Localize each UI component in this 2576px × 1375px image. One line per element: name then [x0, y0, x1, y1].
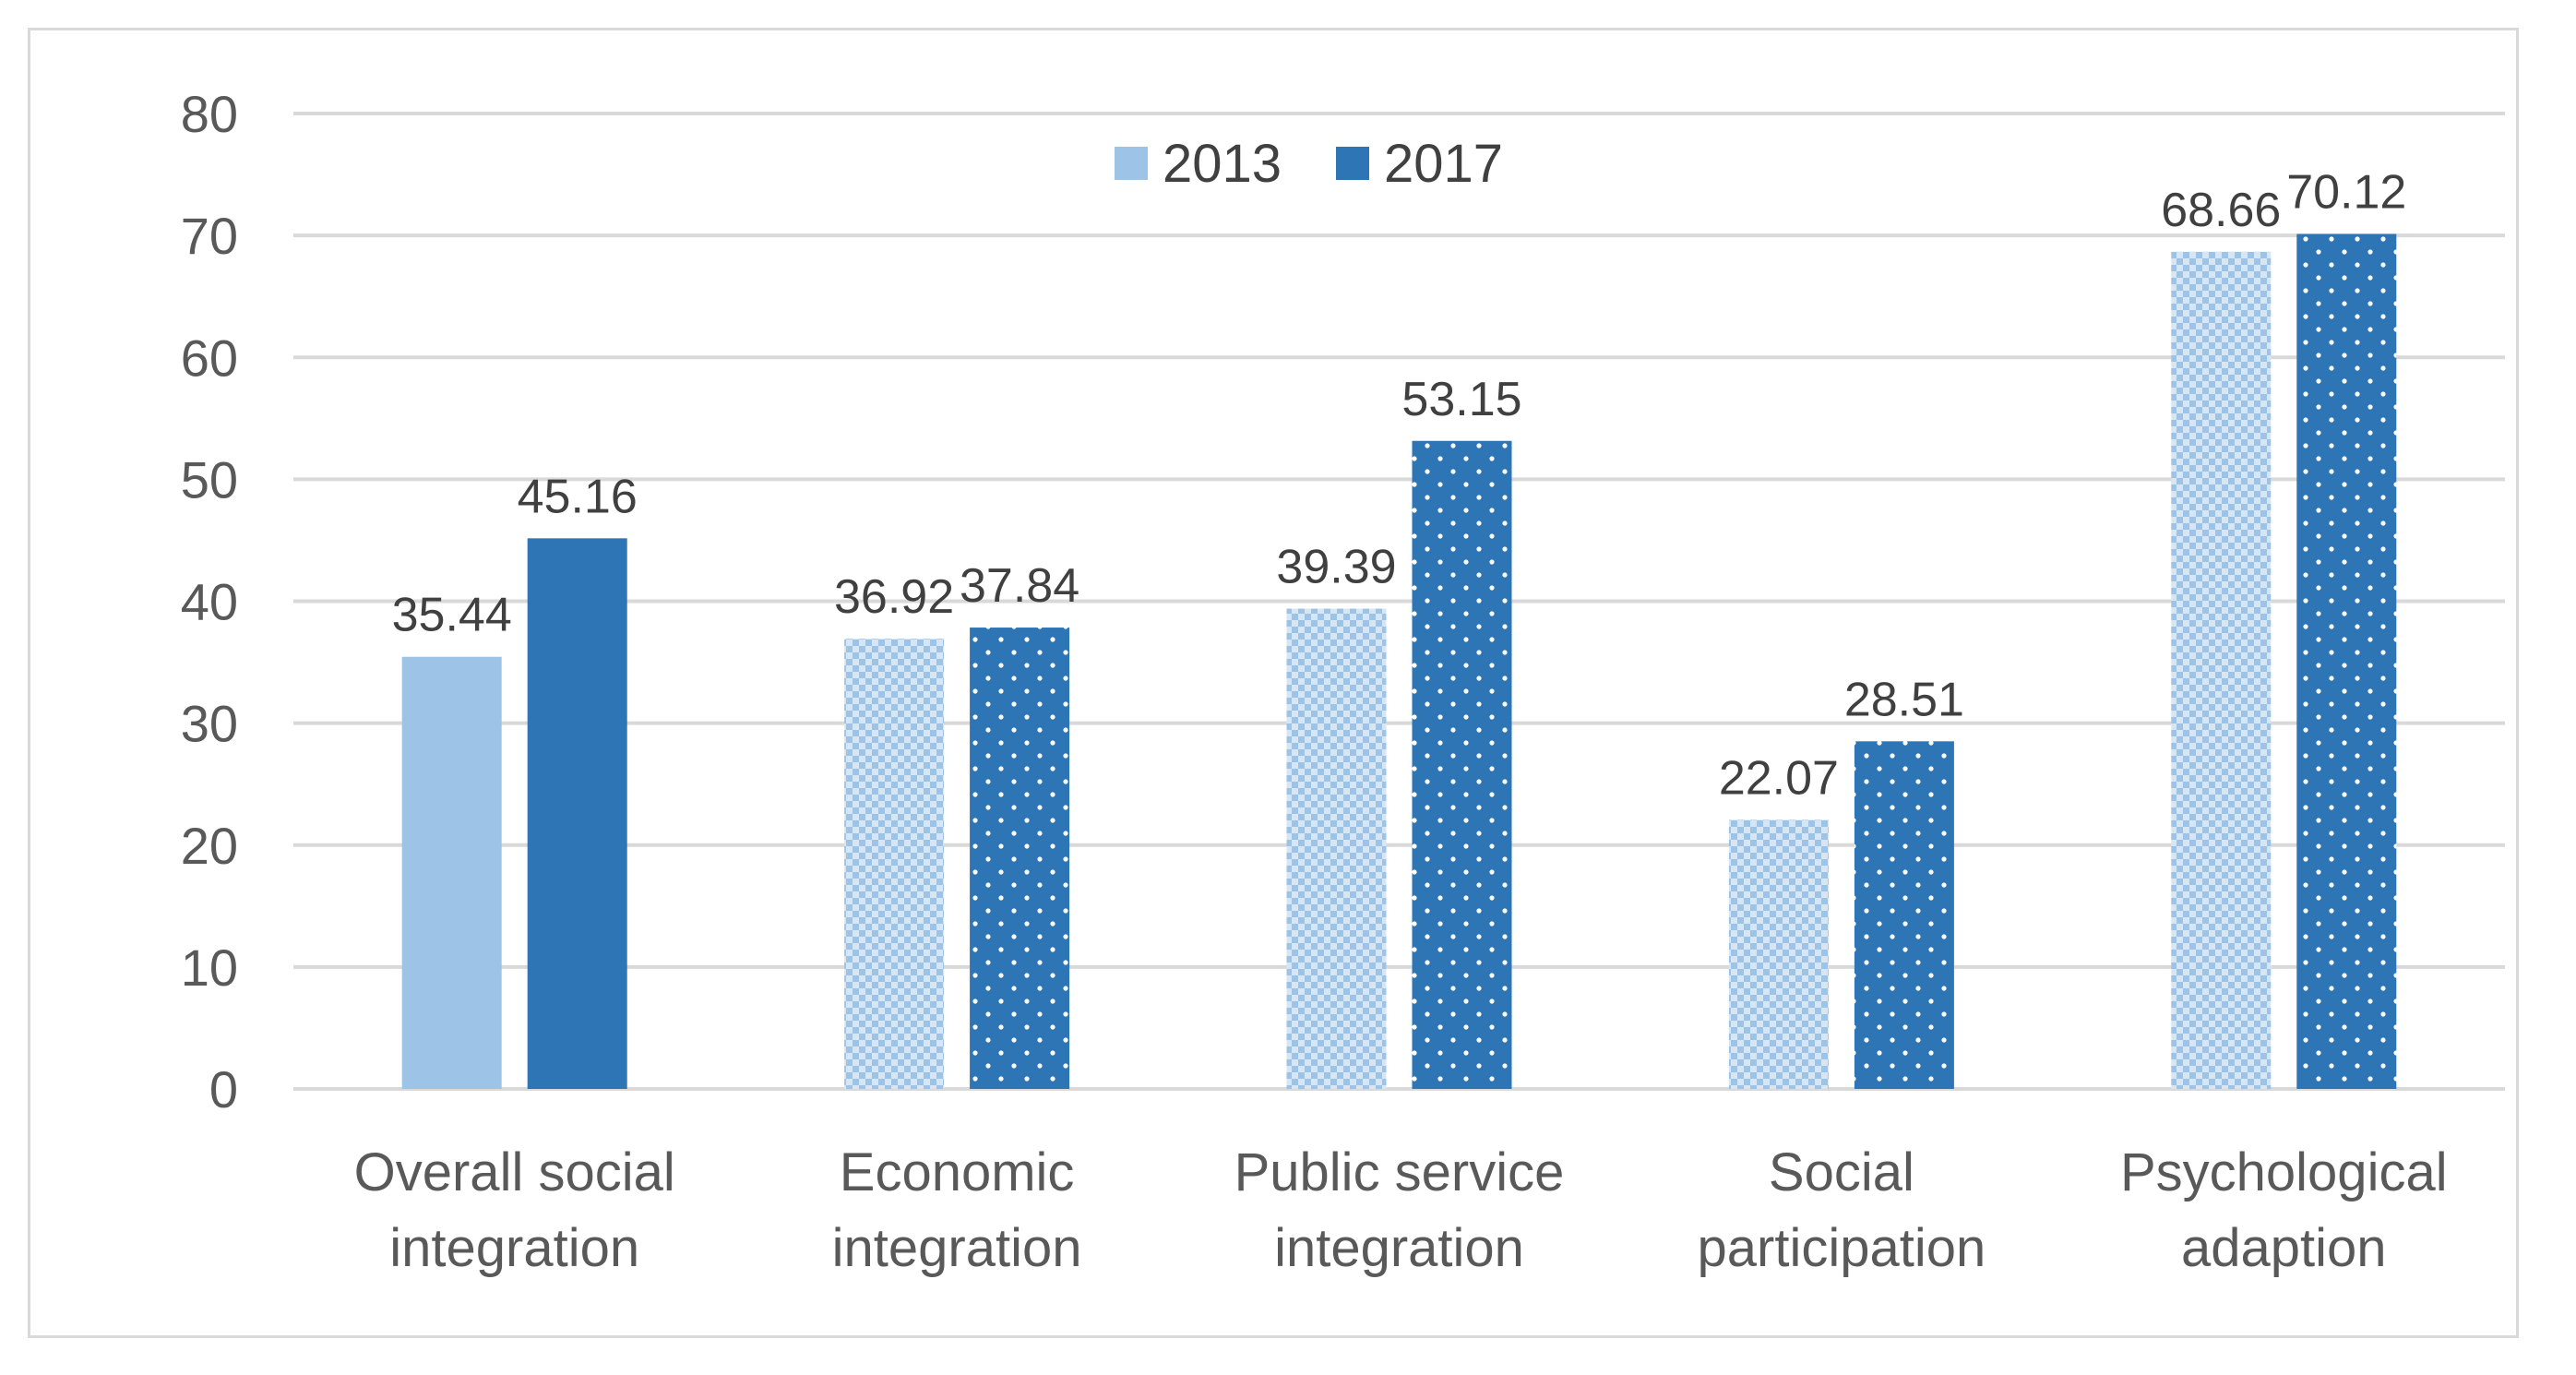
bar-2017-0 — [527, 538, 627, 1089]
data-labels: 35.44 36.92 39.39 22.07 68.66 45.16 37.84 53.15… — [392, 166, 2407, 806]
y-tick-label: 0 — [209, 1060, 238, 1118]
y-tick-label: 50 — [181, 450, 238, 508]
bar-2013-0 — [401, 656, 502, 1089]
x-category-label-1: Economic integration — [832, 1142, 1082, 1278]
x-category-label-line: integration — [1274, 1218, 1524, 1278]
bar-2017-1 — [970, 628, 1070, 1089]
x-category-label-line: Public service — [1234, 1142, 1565, 1202]
bar-2017-3 — [1854, 741, 1954, 1089]
x-category-label-line: adaption — [2181, 1218, 2387, 1278]
x-category-label-line: Social — [1769, 1142, 1914, 1202]
legend-label-2017: 2017 — [1384, 134, 1503, 194]
x-category-label-line: participation — [1698, 1218, 1986, 1278]
data-label-2017-4: 70.12 — [2286, 166, 2406, 220]
x-axis: Overall social integration Economic integra… — [354, 1142, 2448, 1278]
data-label-2017-3: 28.51 — [1844, 673, 1964, 726]
bars — [401, 233, 2397, 1090]
bar-2013-2 — [1286, 608, 1387, 1089]
y-axis: 0 10 20 30 40 50 60 70 80 — [181, 85, 238, 1118]
x-category-label-line: Overall social — [354, 1142, 675, 1202]
legend-label-2013: 2013 — [1163, 134, 1282, 194]
legend-swatch-2017 — [1336, 147, 1369, 180]
y-tick-label: 40 — [181, 573, 238, 631]
y-tick-label: 10 — [181, 939, 238, 997]
data-label-2017-0: 45.16 — [518, 470, 638, 523]
bar-2013-3 — [1728, 819, 1829, 1089]
data-label-2013-4: 68.66 — [2161, 184, 2281, 237]
legend: 2013 2017 — [1115, 134, 1503, 194]
bar-2013-1 — [844, 639, 945, 1089]
y-tick-label: 70 — [181, 207, 238, 265]
y-tick-label: 80 — [181, 85, 238, 143]
bar-2017-4 — [2296, 233, 2397, 1090]
x-category-label-line: integration — [389, 1218, 639, 1278]
x-category-label-3: Social participation — [1698, 1142, 1986, 1278]
y-tick-label: 30 — [181, 695, 238, 753]
legend-swatch-2013 — [1115, 147, 1148, 180]
bar-2013-4 — [2171, 251, 2272, 1090]
y-tick-label: 60 — [181, 329, 238, 387]
data-label-2013-2: 39.39 — [1276, 541, 1396, 594]
x-category-label-2: Public service integration — [1234, 1142, 1565, 1278]
data-label-2013-3: 22.07 — [1719, 751, 1839, 805]
x-category-label-line: Economic — [840, 1142, 1075, 1202]
bar-2017-2 — [1412, 440, 1512, 1089]
x-category-label-line: integration — [832, 1218, 1082, 1278]
gridlines — [293, 112, 2505, 1091]
data-label-2017-1: 37.84 — [960, 559, 1079, 613]
data-label-2017-2: 53.15 — [1401, 373, 1521, 426]
x-category-label-4: Psychological adaption — [2120, 1142, 2448, 1278]
x-category-label-0: Overall social integration — [354, 1142, 675, 1278]
data-label-2013-1: 36.92 — [834, 570, 954, 624]
x-category-label-line: Psychological — [2120, 1142, 2448, 1202]
data-label-2013-0: 35.44 — [392, 589, 512, 642]
y-tick-label: 20 — [181, 817, 238, 875]
